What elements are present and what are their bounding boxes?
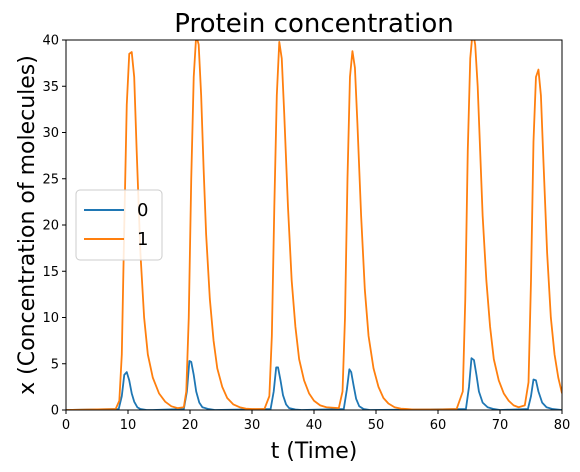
x-tick-label: 20 xyxy=(182,418,199,433)
y-tick-label: 30 xyxy=(42,126,59,141)
x-tick-label: 0 xyxy=(62,418,70,433)
y-tick-label: 0 xyxy=(51,404,59,419)
series-line-1 xyxy=(66,40,562,410)
x-tick-label: 10 xyxy=(120,418,137,433)
y-tick-label: 10 xyxy=(42,311,59,326)
legend-box xyxy=(75,189,163,261)
x-tick-label: 70 xyxy=(492,418,509,433)
y-tick-label: 35 xyxy=(42,80,59,95)
series-line-0 xyxy=(66,357,562,410)
x-axis: 0 10 20 30 40 50 60 70 80 xyxy=(62,410,570,433)
chart-title: Protein concentration xyxy=(174,9,453,39)
x-axis-label: t (Time) xyxy=(271,439,358,464)
y-tick-label: 40 xyxy=(42,34,59,49)
x-tick-label: 30 xyxy=(244,418,261,433)
x-tick-label: 60 xyxy=(430,418,447,433)
y-axis-label: x (Concentration of molecules) xyxy=(15,55,40,395)
x-tick-label: 80 xyxy=(554,418,571,433)
y-tick-label: 15 xyxy=(42,265,59,280)
x-tick-label: 40 xyxy=(306,418,323,433)
x-tick-label: 50 xyxy=(368,418,385,433)
y-tick-label: 25 xyxy=(42,172,59,187)
legend: 0 1 xyxy=(75,189,163,261)
legend-label-series-0: 0 xyxy=(137,200,148,221)
y-tick-label: 5 xyxy=(51,357,59,372)
y-axis: 0 5 10 15 20 25 30 35 40 xyxy=(42,34,66,419)
legend-label-series-1: 1 xyxy=(137,229,148,250)
y-tick-label: 20 xyxy=(42,219,59,234)
